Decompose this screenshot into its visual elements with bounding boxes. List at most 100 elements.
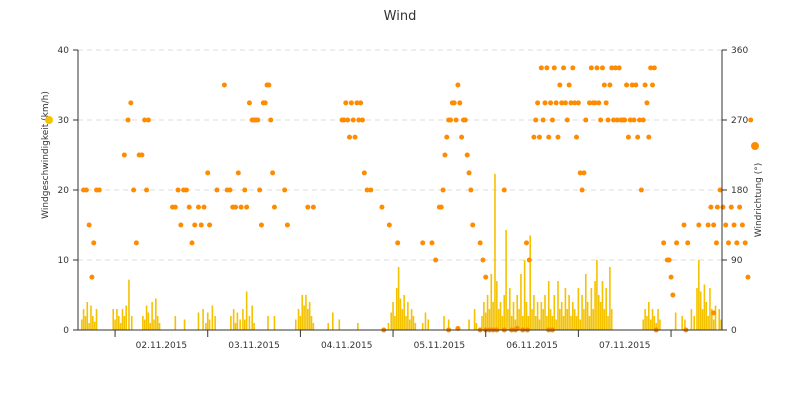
direction-point: [235, 170, 241, 176]
direction-point: [144, 187, 150, 193]
speed-bar: [230, 316, 232, 330]
speed-bar: [596, 260, 598, 330]
direction-point: [464, 152, 470, 158]
right-tick-label: 90: [731, 256, 743, 266]
speed-bar: [699, 291, 702, 330]
direction-point: [221, 82, 227, 88]
speed-bar: [714, 305, 717, 330]
speed-bar: [119, 323, 122, 330]
direction-point: [207, 222, 213, 228]
direction-point: [555, 134, 561, 140]
direction-point: [233, 204, 239, 210]
right-axis-title-group: Windrichtung (°): [754, 163, 764, 238]
speed-bar: [158, 323, 161, 330]
direction-point: [551, 65, 557, 71]
speed-bar: [488, 309, 491, 330]
direction-point: [568, 100, 574, 106]
speed-bar: [183, 319, 186, 330]
direction-point: [705, 222, 711, 228]
direction-point: [214, 187, 220, 193]
speed-bar: [547, 281, 550, 330]
direction-point: [429, 240, 435, 246]
direction-point: [625, 134, 631, 140]
speed-bar: [649, 319, 652, 330]
speed-bar: [659, 319, 661, 330]
direction-point: [592, 100, 598, 106]
speed-bar: [544, 295, 546, 330]
speed-bar: [387, 323, 390, 330]
speed-bar: [562, 316, 565, 330]
right-tick-label: 0: [731, 326, 737, 336]
speed-bar: [128, 279, 130, 330]
speed-bar: [443, 316, 445, 330]
direction-point: [466, 170, 472, 176]
speed-bar: [206, 312, 209, 330]
speed-bar: [674, 312, 677, 330]
speed-bar: [516, 295, 519, 330]
direction-point: [739, 222, 745, 228]
speed-bar: [155, 298, 157, 330]
direction-point: [201, 204, 207, 210]
direction-point: [451, 100, 457, 106]
direction-point: [599, 65, 605, 71]
direction-point: [536, 134, 542, 140]
speed-bar: [518, 309, 520, 330]
direction-point: [559, 100, 565, 106]
direction-point: [121, 152, 127, 158]
speed-bar: [208, 319, 211, 330]
speed-bar: [696, 288, 698, 330]
speed-bar: [392, 302, 394, 330]
direction-point: [83, 187, 89, 193]
speed-bar: [308, 302, 311, 330]
direction-point: [586, 100, 592, 106]
speed-bar: [555, 319, 557, 330]
speed-bar: [609, 267, 611, 330]
direction-points: [81, 65, 754, 333]
direction-point: [631, 117, 637, 123]
direction-point: [607, 82, 613, 88]
speed-bar: [327, 323, 329, 330]
speed-bar: [149, 323, 152, 330]
direction-point: [125, 117, 131, 123]
speed-bar: [551, 316, 554, 330]
speed-bar: [427, 319, 430, 330]
speed-bar: [147, 312, 150, 330]
direction-point: [246, 100, 252, 106]
speed-bar: [605, 288, 607, 330]
speed-bar: [709, 288, 711, 330]
speed-bar: [492, 302, 494, 330]
speed-bar: [577, 288, 580, 330]
speed-bar: [712, 319, 715, 330]
direction-point: [572, 100, 578, 106]
speed-bar: [681, 316, 683, 330]
speed-bar: [509, 288, 511, 330]
speed-bar: [490, 274, 493, 330]
direction-point: [205, 170, 211, 176]
speed-bar: [590, 288, 593, 330]
speed-bar: [597, 295, 600, 330]
direction-point: [612, 65, 618, 71]
speed-bar: [116, 309, 118, 330]
speed-bar: [305, 295, 307, 330]
direction-point: [128, 100, 134, 106]
speed-bar: [527, 316, 530, 330]
speed-bar: [86, 302, 89, 330]
speed-bar: [701, 309, 704, 330]
speed-bar: [572, 302, 574, 330]
speed-bar: [242, 309, 244, 330]
speed-bar: [394, 316, 396, 330]
left-tick-label: 20: [58, 186, 70, 196]
direction-point: [270, 170, 276, 176]
direction-point: [594, 65, 600, 71]
chart-title: Wind: [384, 9, 417, 24]
direction-point: [734, 240, 740, 246]
speed-bar: [705, 302, 708, 330]
speed-bar: [84, 316, 87, 330]
speed-bar: [653, 316, 656, 330]
speed-bar: [533, 295, 535, 330]
direction-point: [453, 117, 459, 123]
direction-point: [711, 222, 717, 228]
direction-point: [310, 204, 316, 210]
direction-point: [96, 187, 102, 193]
speed-bar: [542, 309, 544, 330]
